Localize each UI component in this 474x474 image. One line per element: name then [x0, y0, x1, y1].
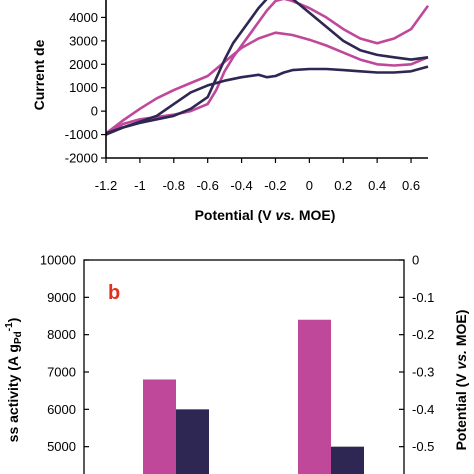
panel-b-left-tick-label: 7000 [47, 365, 76, 380]
panel-a-x-tick-label: -0.6 [196, 178, 218, 193]
panel-a-ylabel: Current de [31, 39, 47, 110]
panel-a-x-tick-label: -1.2 [95, 178, 117, 193]
panel-a-x-tick-label: 0.2 [334, 178, 352, 193]
panel-b-letter: b [108, 282, 120, 304]
panel-a-y-tick-label: 0 [91, 104, 98, 119]
panel-b-left-tick-label: 9000 [47, 290, 76, 305]
mass-activity-bar [143, 379, 176, 474]
panel-b-right-tick-label: 0 [412, 253, 419, 268]
panel-b-left-tick-label: 10000 [40, 253, 76, 268]
panel-a-x-tick-label: 0.6 [402, 178, 420, 193]
panel-a-y-tick-label: 1000 [69, 80, 98, 95]
panel-a-y-tick-label: -2000 [65, 151, 98, 166]
panel-b-ylabel-right: Potential (V vs. MOE) [453, 310, 469, 451]
panel-b-ylabel-left: ss activity (A gPd-1) [4, 318, 24, 443]
panel-b-left-tick-label: 8000 [47, 327, 76, 342]
panel-b-right-tick-label: -0.5 [412, 439, 434, 454]
panel-a-series-line [105, 65, 429, 135]
panel-a-xlabel: Potential (V vs. MOE) [195, 207, 336, 223]
panel-a-x-ticks: -1.2 -1 -0.8 -0.6 -0.4 -0.2 0 0.2 0.4 0.6 [95, 158, 420, 193]
panel-b-right-ticks: 0-0.1-0.2-0.3-0.4-0.5-0.6 [399, 253, 434, 454]
panel-a-series-line [105, 31, 429, 135]
panel-a-x-tick-label: -1 [134, 178, 146, 193]
panel-a-y-tick-label: -1000 [65, 127, 98, 142]
panel-a-x-tick-label: -0.8 [163, 178, 185, 193]
panel-a-series-line [105, 0, 430, 136]
panel-a-x-tick-label: 0 [306, 178, 313, 193]
panel-a-y-tick-label: 3000 [69, 33, 98, 48]
panel-b-left-ticks: 10000900080007000600050004000 [40, 253, 89, 454]
mass-activity-bar [298, 319, 331, 474]
panel-b-right-tick-label: -0.3 [412, 365, 434, 380]
onset-potential-bar [331, 446, 364, 474]
panel-b-right-tick-label: -0.2 [412, 327, 434, 342]
panel-b-bars [143, 319, 364, 474]
panel-a-y-ticks: 4000 3000 2000 1000 0 -1000 -2000 [65, 10, 106, 166]
panel-b-bar-chart: ss activity (A gPd-1) Potential (V vs. M… [4, 253, 469, 474]
panel-a-series-line [105, 0, 429, 136]
panel-b-left-tick-label: 5000 [47, 439, 76, 454]
panel-b-plot-frame [83, 259, 405, 474]
panel-b-left-tick-label: 6000 [47, 402, 76, 417]
onset-potential-bar [176, 409, 209, 474]
panel-a-x-tick-label: -0.4 [230, 178, 252, 193]
panel-a-x-tick-label: -0.2 [264, 178, 286, 193]
panel-a-series [105, 0, 430, 136]
panel-b-right-tick-label: -0.4 [412, 402, 434, 417]
panel-a-x-tick-label: 0.4 [368, 178, 386, 193]
panel-a-y-tick-label: 4000 [69, 10, 98, 25]
panel-a-line-chart: Current de 4000 3000 2000 1000 0 -1000 -2000 -… [31, 0, 430, 223]
panel-a-y-tick-label: 2000 [69, 57, 98, 72]
panel-b-right-tick-label: -0.1 [412, 290, 434, 305]
